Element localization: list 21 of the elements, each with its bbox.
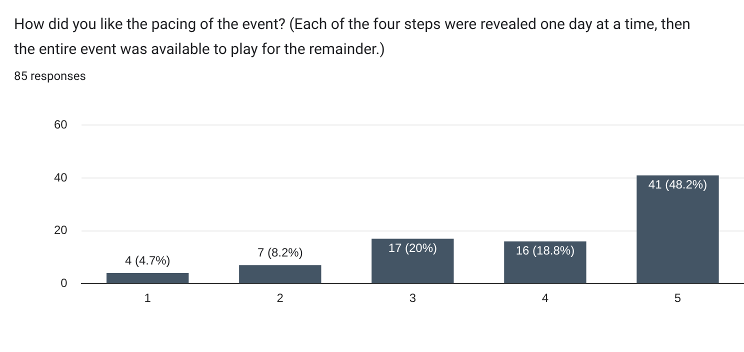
- y-tick-label: 40: [54, 170, 68, 184]
- data-label: 4 (4.7%): [124, 253, 170, 268]
- data-label: 17 (20%): [388, 241, 438, 256]
- y-tick-label: 20: [54, 223, 68, 238]
- bar: [106, 273, 189, 284]
- data-label: 16 (18.8%): [516, 244, 575, 258]
- x-tick-label: 1: [144, 291, 152, 306]
- data-label: 7 (8.2%): [257, 245, 303, 260]
- bar: [239, 265, 322, 284]
- x-tick-label: 2: [276, 291, 284, 306]
- y-tick-label: 60: [54, 118, 68, 132]
- x-tick-label: 5: [674, 291, 682, 306]
- bar: [504, 241, 586, 284]
- chart-title: How did you like the pacing of the event? (Each of the four steps were revealed one day at a time, then the entire event was available to play for the remainder.): [14, 14, 692, 60]
- x-tick-label: 4: [542, 291, 549, 306]
- bar: [636, 175, 719, 284]
- bar: [372, 238, 454, 284]
- x-tick-label: 3: [409, 291, 416, 306]
- y-tick-label: 0: [60, 276, 68, 290]
- data-label: 41 (48.2%): [648, 178, 708, 192]
- chart-subtitle: 85 responses: [14, 69, 86, 83]
